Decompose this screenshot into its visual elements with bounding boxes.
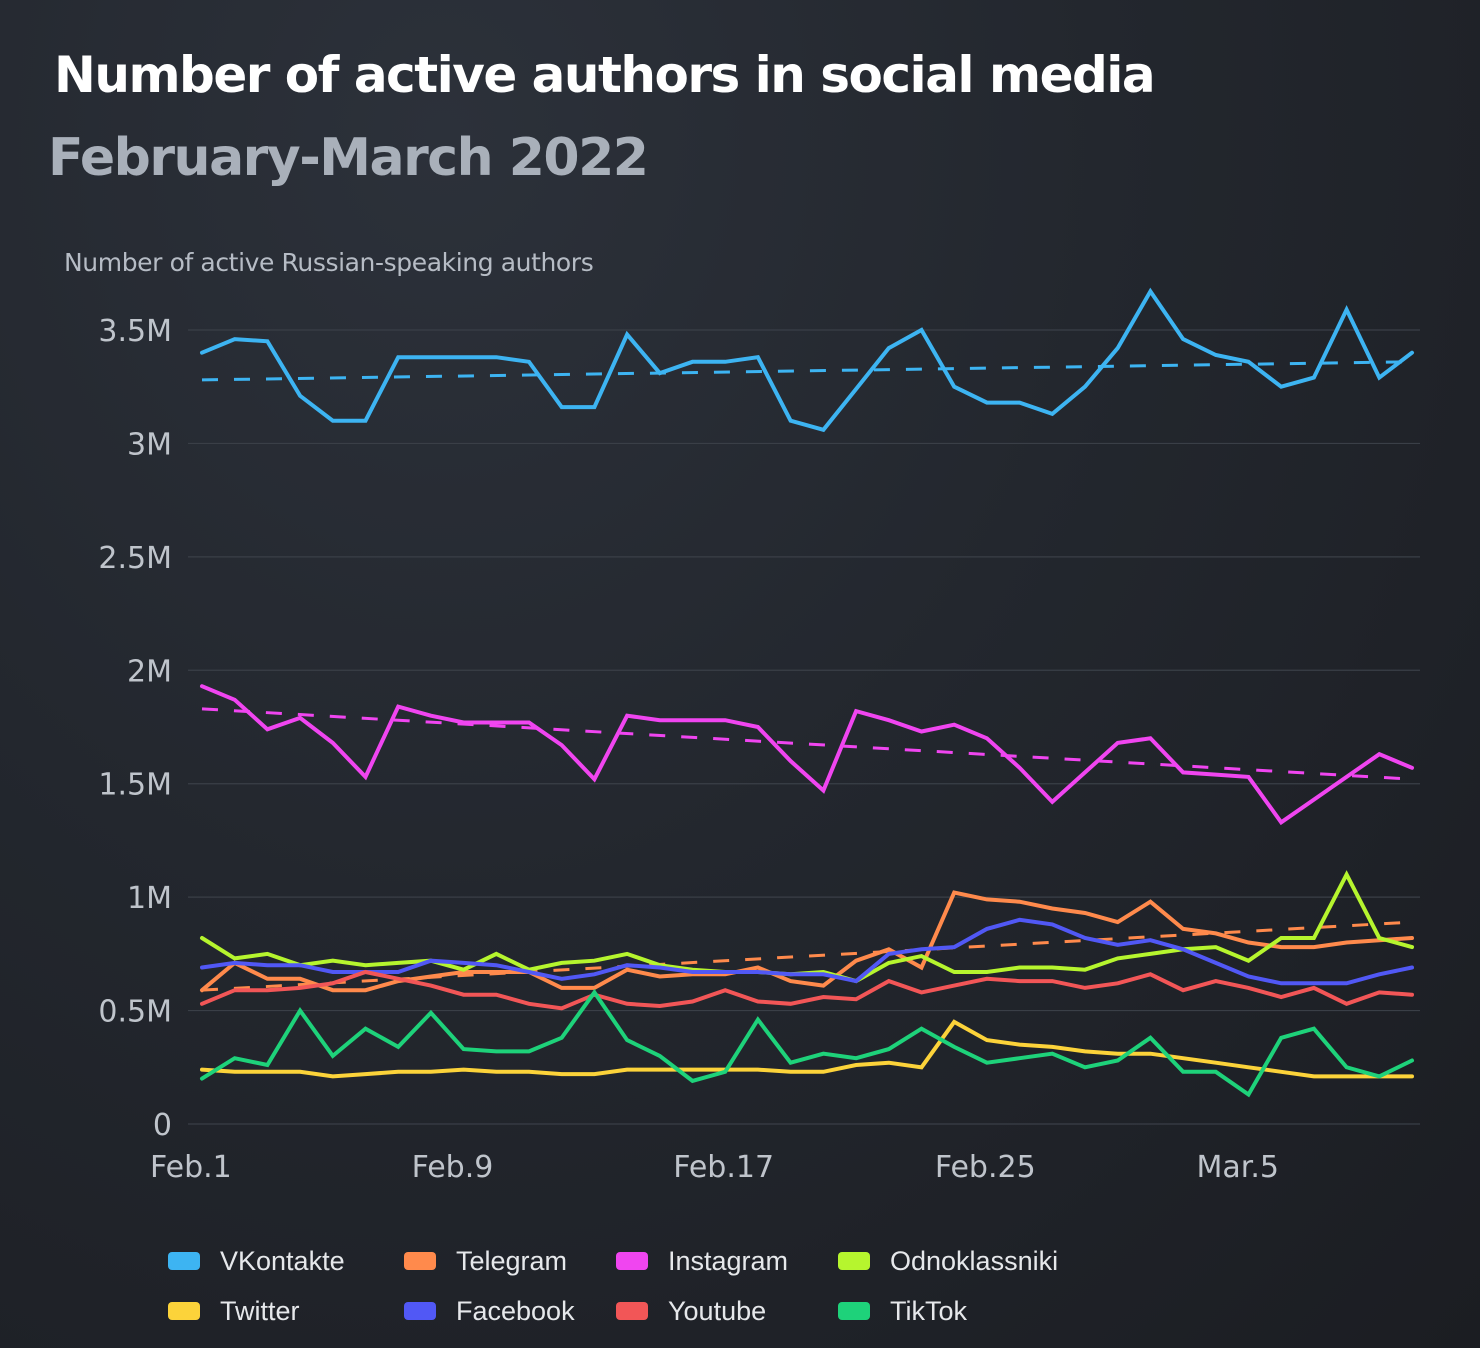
legend-label: Twitter (220, 1295, 300, 1326)
line-chart: 0 0.5M 1M 1.5M 2M 2.5M 3M 3.5M Feb.1 Feb.9 Feb.17… (98, 287, 1420, 1185)
y-tick-label: 2.5M (98, 541, 172, 576)
legend-item-tiktok[interactable]: TikTok (838, 1296, 1098, 1326)
y-tick-label: 3M (127, 427, 172, 462)
legend-swatch (168, 1302, 200, 1320)
legend-label: Facebook (456, 1295, 575, 1326)
series-line-youtube (200, 969, 1414, 1011)
trend-lines (201, 360, 1413, 992)
legend-item-youtube[interactable]: Youtube (616, 1296, 838, 1326)
series-line-twitter (200, 1019, 1414, 1079)
series-line-vkontakte (200, 287, 1414, 433)
legend-item-odnoklassniki[interactable]: Odnoklassniki (838, 1246, 1098, 1276)
legend-swatch (838, 1302, 870, 1320)
legend: VKontakte Telegram Instagram Odnoklassni… (168, 1246, 1128, 1326)
y-tick-label: 1.5M (98, 768, 172, 803)
series-line-facebook (200, 917, 1414, 986)
legend-swatch (168, 1252, 200, 1270)
gridlines (188, 329, 1420, 1125)
trend-line-instagram (201, 707, 1413, 781)
legend-swatch (404, 1252, 436, 1270)
y-tick-label: 3.5M (98, 314, 172, 349)
x-axis-ticks: Feb.1 Feb.9 Feb.17 Feb.25 Mar.5 (150, 1150, 1279, 1185)
x-tick-label: Feb.9 (412, 1150, 494, 1185)
legend-swatch (616, 1252, 648, 1270)
x-tick-label: Feb.1 (150, 1150, 232, 1185)
series-line-instagram (200, 684, 1414, 826)
legend-item-instagram[interactable]: Instagram (616, 1246, 838, 1276)
legend-label: Odnoklassniki (890, 1245, 1059, 1276)
x-tick-label: Mar.5 (1196, 1150, 1278, 1185)
chart-title: Number of active authors in social media (54, 46, 1156, 104)
y-axis-ticks: 0 0.5M 1M 1.5M 2M 2.5M 3M 3.5M (98, 314, 172, 1143)
legend-item-telegram[interactable]: Telegram (404, 1246, 616, 1276)
y-tick-label: 0 (153, 1108, 172, 1143)
legend-item-vkontakte[interactable]: VKontakte (168, 1246, 404, 1276)
legend-label: Telegram (456, 1245, 568, 1276)
legend-item-facebook[interactable]: Facebook (404, 1296, 616, 1326)
series-line-odnoklassniki (200, 870, 1414, 984)
series-line-tiktok (200, 988, 1414, 1098)
y-tick-label: 0.5M (98, 995, 172, 1030)
x-tick-label: Feb.25 (935, 1150, 1036, 1185)
legend-swatch (616, 1302, 648, 1320)
y-tick-label: 2M (127, 654, 172, 689)
y-tick-label: 1M (127, 881, 172, 916)
trend-line-telegram (201, 920, 1413, 992)
legend-label: TikTok (890, 1295, 968, 1326)
legend-swatch (838, 1252, 870, 1270)
legend-item-twitter[interactable]: Twitter (168, 1296, 404, 1326)
legend-label: Instagram (668, 1245, 789, 1276)
legend-label: Youtube (668, 1295, 767, 1326)
x-tick-label: Feb.17 (673, 1150, 774, 1185)
chart-subtitle: February-March 2022 (48, 128, 649, 188)
y-axis-label: Number of active Russian-speaking author… (64, 248, 594, 277)
legend-label: VKontakte (220, 1245, 345, 1276)
legend-swatch (404, 1302, 436, 1320)
series-lines (200, 287, 1414, 1098)
trend-line-vkontakte (201, 360, 1413, 382)
